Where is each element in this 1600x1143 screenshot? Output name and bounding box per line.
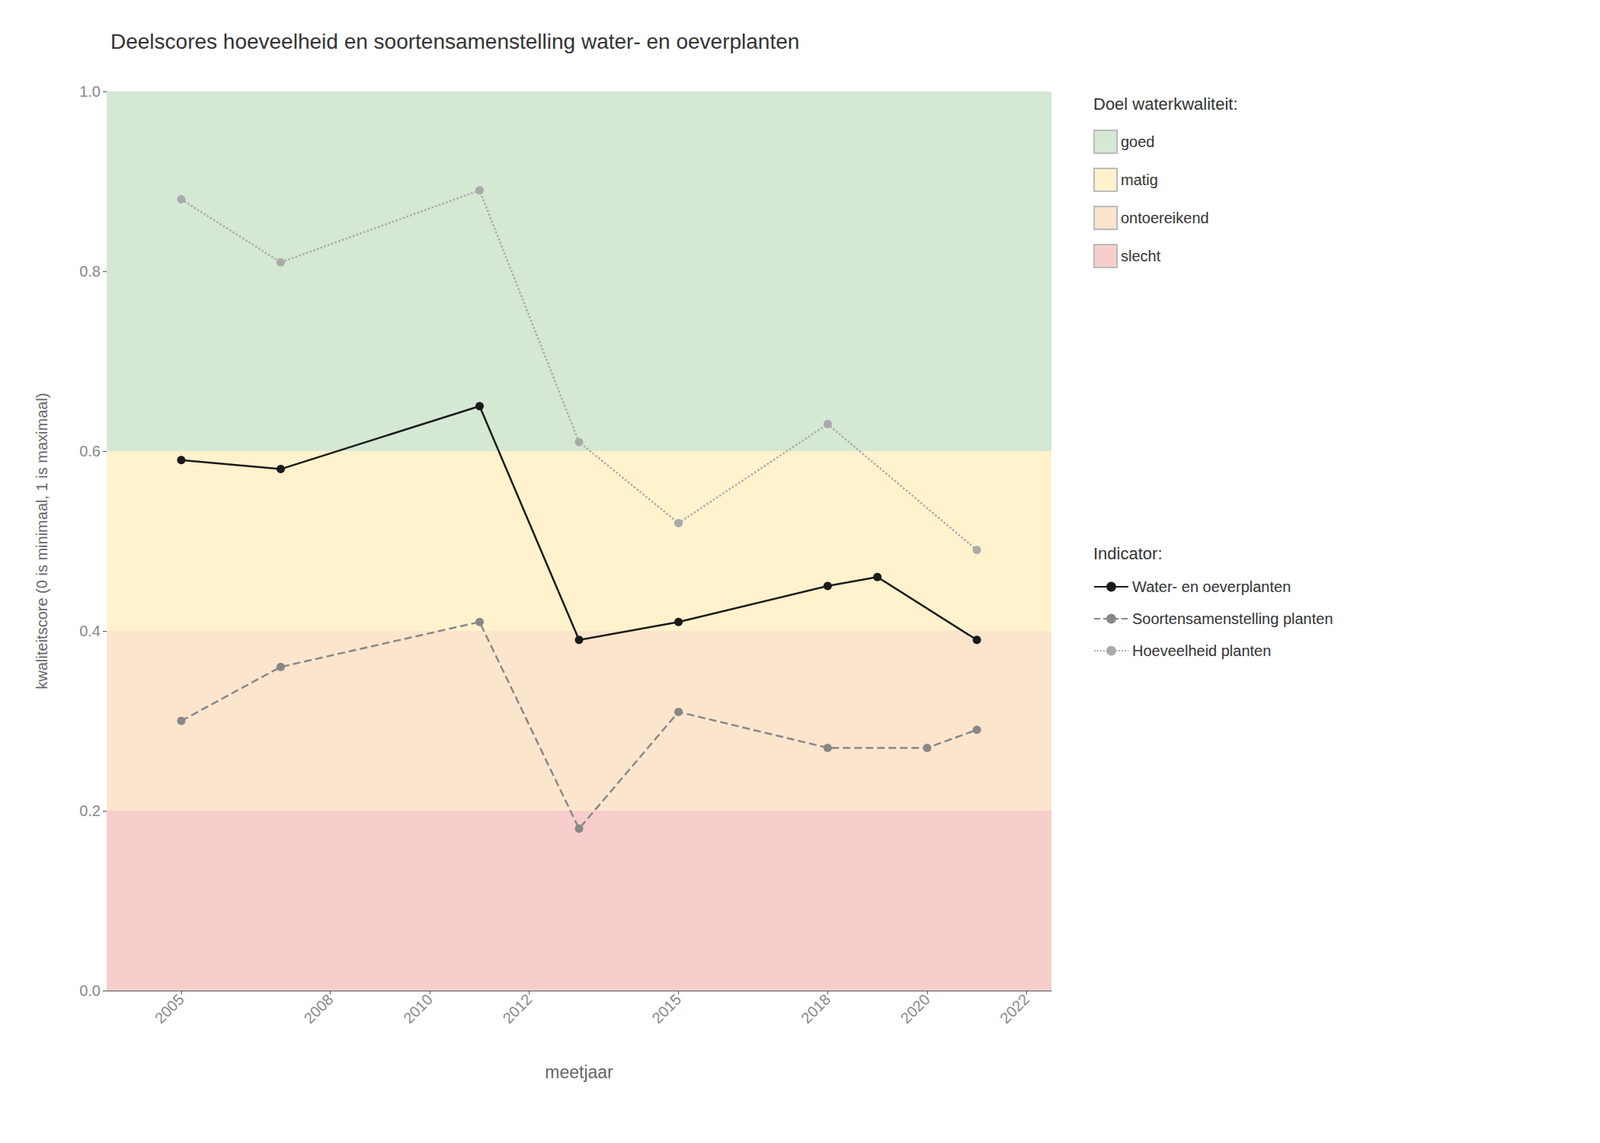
svg-text:meetjaar: meetjaar — [544, 1062, 614, 1082]
svg-text:Indicator:: Indicator: — [1093, 544, 1163, 564]
svg-text:Soortensamenstelling planten: Soortensamenstelling planten — [1132, 610, 1334, 628]
svg-text:Doel waterkwaliteit:: Doel waterkwaliteit: — [1093, 94, 1239, 114]
svg-text:kwaliteitscore (0 is minimaal,: kwaliteitscore (0 is minimaal, 1 is maxi… — [33, 393, 51, 690]
svg-text:1.0: 1.0 — [79, 83, 101, 100]
svg-text:Water- en oeverplanten: Water- en oeverplanten — [1132, 578, 1291, 596]
svg-text:2008: 2008 — [300, 990, 336, 1027]
svg-text:0.6: 0.6 — [79, 442, 101, 460]
svg-text:0.8: 0.8 — [79, 262, 101, 280]
svg-text:matig: matig — [1120, 171, 1159, 189]
svg-text:0.4: 0.4 — [79, 622, 101, 640]
svg-text:Deelscores hoeveelheid en soor: Deelscores hoeveelheid en soortensamenst… — [110, 29, 800, 54]
svg-text:slecht: slecht — [1120, 247, 1162, 265]
svg-text:2020: 2020 — [897, 990, 934, 1027]
svg-text:0.2: 0.2 — [79, 802, 101, 820]
svg-text:Hoeveelheid planten: Hoeveelheid planten — [1132, 642, 1271, 660]
svg-text:2012: 2012 — [499, 990, 536, 1027]
svg-text:goed: goed — [1120, 133, 1156, 151]
svg-text:2022: 2022 — [996, 990, 1033, 1027]
svg-text:0.0: 0.0 — [79, 982, 101, 999]
svg-text:2015: 2015 — [648, 990, 685, 1027]
svg-text:2005: 2005 — [151, 990, 188, 1027]
svg-text:ontoereikend: ontoereikend — [1120, 209, 1210, 227]
svg-text:2010: 2010 — [400, 990, 436, 1027]
svg-text:2018: 2018 — [797, 990, 834, 1027]
